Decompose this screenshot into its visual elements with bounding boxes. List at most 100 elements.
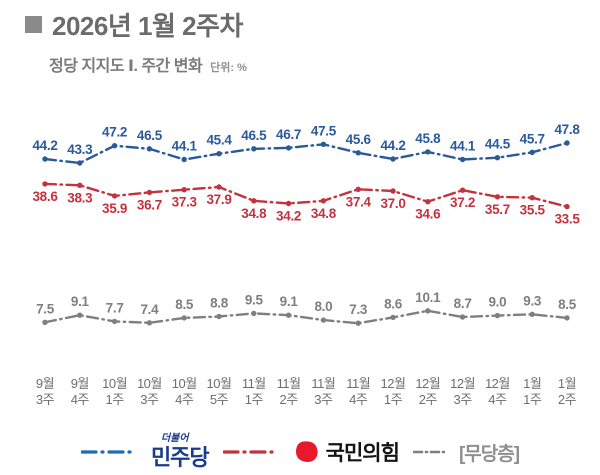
data-point <box>216 313 222 320</box>
data-label: 35.9 <box>102 201 127 216</box>
data-point <box>529 195 535 201</box>
data-point <box>146 189 153 196</box>
chart-subtitle: 정당 지지도 Ⅰ. 주간 변화 <box>49 58 203 75</box>
data-label: 47.2 <box>102 125 127 140</box>
data-label: 46.5 <box>241 128 267 143</box>
data-label: 37.4 <box>346 194 372 209</box>
data-point <box>494 194 501 200</box>
data-point <box>146 320 153 326</box>
data-point <box>77 182 83 188</box>
data-point <box>355 320 361 326</box>
data-label: 9.5 <box>245 292 264 307</box>
data-point <box>494 155 501 161</box>
data-label: 35.7 <box>485 202 510 217</box>
data-point <box>285 145 292 151</box>
data-label: 44.2 <box>32 138 57 153</box>
data-label: 38.6 <box>32 189 58 204</box>
data-point <box>390 188 396 194</box>
data-point <box>111 143 118 149</box>
data-point <box>285 312 292 318</box>
x-axis-label: 12월 2주 <box>415 376 440 407</box>
data-label: 46.5 <box>137 128 163 143</box>
data-point <box>390 314 396 321</box>
data-point <box>251 198 257 204</box>
data-label: 8.5 <box>175 297 194 312</box>
data-point <box>529 311 535 317</box>
legend-label-ppp: 국민의힘 <box>325 442 400 465</box>
title-bullet-square-icon <box>25 16 42 33</box>
data-point <box>564 203 570 210</box>
data-point <box>564 315 570 321</box>
unit-label: 단위: % <box>210 62 247 74</box>
data-point <box>181 315 187 321</box>
data-point <box>459 156 466 163</box>
minjoo-line-sample-icon <box>80 450 133 454</box>
data-label: 9.0 <box>488 295 506 310</box>
data-label: 7.5 <box>36 301 55 316</box>
data-point <box>251 146 257 152</box>
x-axis-label: 11월 2주 <box>277 376 301 407</box>
data-label: 45.7 <box>520 131 545 146</box>
data-label: 37.0 <box>380 196 405 211</box>
data-point <box>320 198 327 204</box>
data-label: 7.7 <box>106 300 124 315</box>
data-label: 8.8 <box>210 296 229 311</box>
data-point <box>425 149 431 155</box>
data-label: 45.8 <box>415 131 441 146</box>
series-ppp: 38.6 38.3 35.9 36.7 37.3 37.9 34.8 34.2 34.8 37.4… <box>32 181 581 227</box>
data-label: 7.3 <box>349 302 368 317</box>
data-point <box>564 140 570 146</box>
data-point <box>42 319 48 325</box>
x-axis-labels: 9월 3주 9월 4주 10월 1주 10월 3주 10월 4주 10월 5주 11월 1주 11월 2주 11… <box>36 376 577 407</box>
data-point <box>459 187 466 193</box>
series-independent: 7.5 9.1 7.7 7.4 8.5 8.8 9.5 9.1 8.0 7.3 8.6 10.1 8.7… <box>36 290 577 326</box>
data-label: 45.6 <box>346 132 372 147</box>
data-point <box>459 314 466 320</box>
data-label: 35.5 <box>520 203 546 218</box>
data-point <box>425 199 431 205</box>
series-minjoo: 44.2 43.3 47.2 46.5 44.1 45.4 46.5 46.7 47.5 45.6… <box>32 122 581 166</box>
data-label: 7.4 <box>140 302 159 317</box>
x-axis-label: 10월 1주 <box>102 376 127 407</box>
data-point <box>390 156 396 162</box>
data-label: 8.0 <box>314 299 332 314</box>
data-label: 8.5 <box>558 297 577 312</box>
data-point <box>425 308 431 314</box>
x-axis-label: 10월 4주 <box>172 376 197 407</box>
data-point <box>111 193 118 199</box>
data-label: 44.1 <box>172 139 198 154</box>
data-label: 8.6 <box>384 296 403 311</box>
ppp-line-sample-icon <box>222 450 275 454</box>
subtitle-row: 정당 지지도 Ⅰ. 주간 변화 단위: % <box>49 52 247 76</box>
x-axis-label: 12월 1주 <box>381 376 406 407</box>
x-axis-label: 11월 4주 <box>346 376 370 407</box>
data-label: 37.3 <box>172 195 198 210</box>
data-label: 44.1 <box>450 139 476 154</box>
data-point <box>77 312 83 318</box>
data-point <box>146 146 153 152</box>
data-point <box>355 186 361 192</box>
data-label: 34.6 <box>415 207 441 222</box>
series-line-independent <box>43 309 569 325</box>
series-line-ppp <box>43 182 569 208</box>
page-title: 2026년 1월 2주차 <box>52 11 243 41</box>
data-label: 8.7 <box>454 296 472 311</box>
data-label: 45.4 <box>206 133 232 148</box>
x-axis-label: 1월 1주 <box>523 376 542 407</box>
x-axis-label: 10월 3주 <box>137 376 162 407</box>
minjoo-party-logo: 더불어 민주당 <box>150 432 210 472</box>
data-point <box>320 317 327 323</box>
data-point <box>285 200 292 207</box>
legend-label-minjoo: 민주당 <box>150 445 210 470</box>
data-point <box>320 141 327 147</box>
data-label: 33.5 <box>554 212 580 227</box>
ppp-logo-symbol-icon <box>295 441 318 462</box>
data-point <box>111 318 118 325</box>
data-point <box>42 181 48 187</box>
data-point <box>216 184 222 190</box>
x-axis-label: 1월 2주 <box>558 376 577 407</box>
data-label: 43.3 <box>67 142 93 157</box>
data-point <box>42 156 48 162</box>
